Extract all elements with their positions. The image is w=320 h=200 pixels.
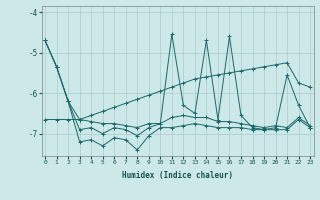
X-axis label: Humidex (Indice chaleur): Humidex (Indice chaleur)	[122, 171, 233, 180]
